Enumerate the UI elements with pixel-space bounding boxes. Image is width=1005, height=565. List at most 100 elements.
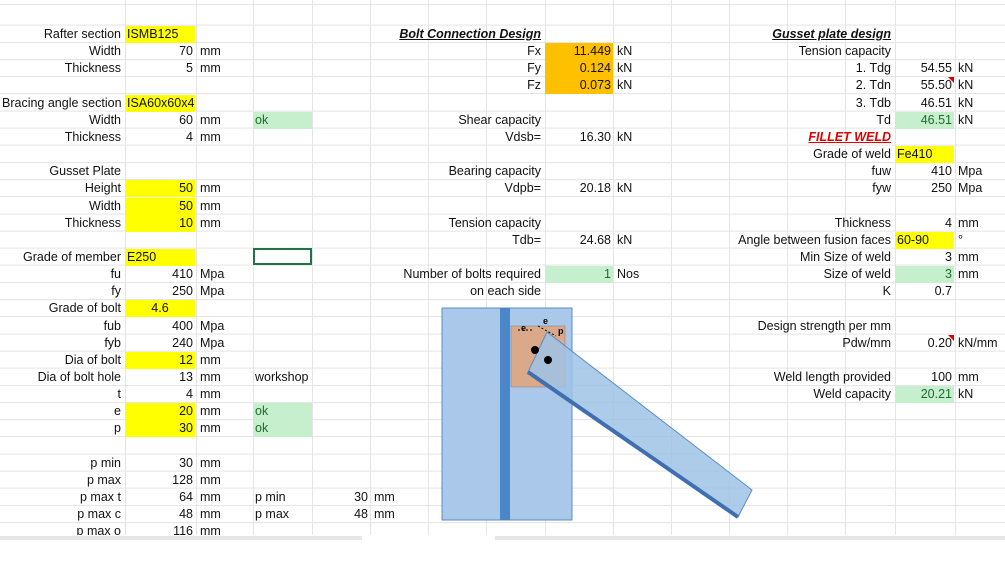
label: Rafter section	[43, 27, 121, 41]
label: Dia of bolt hole	[37, 370, 121, 384]
unit: mm	[200, 404, 221, 419]
unit: kN	[958, 61, 974, 76]
value: 60-90	[895, 231, 954, 249]
angle-leg	[526, 370, 740, 519]
unit: mm	[200, 524, 221, 535]
label: fub	[103, 318, 121, 333]
scrollbar[interactable]	[495, 536, 1005, 540]
value: 100	[931, 370, 952, 384]
label: K	[882, 284, 891, 299]
unit: kN/mm	[958, 335, 998, 350]
value: 30	[125, 420, 195, 438]
column-line	[955, 0, 956, 535]
unit: mm	[200, 198, 221, 213]
value: 4	[186, 129, 193, 144]
value: 11.449	[545, 43, 613, 61]
value: 0.073	[545, 77, 613, 95]
value: 128	[172, 472, 193, 487]
label: Grade of weld	[813, 147, 891, 162]
value: 30	[179, 455, 193, 470]
selected-cell[interactable]	[253, 248, 312, 265]
note: ok	[253, 111, 312, 129]
unit: kN	[958, 78, 974, 93]
cell-grid: Rafter section ISMB125 Width 70 mm Thickness 5…	[0, 0, 1005, 535]
value: 24.68	[579, 232, 611, 247]
value: 55.50	[895, 77, 954, 94]
unit: mm	[200, 61, 221, 76]
note: p max	[255, 507, 290, 522]
column-line	[253, 0, 254, 535]
column-line	[787, 0, 788, 535]
value: 30	[354, 490, 368, 505]
unit: mm	[200, 352, 221, 367]
unit: mm	[200, 421, 221, 436]
dim-label: p	[558, 326, 564, 336]
value: 4	[945, 215, 952, 230]
label: fyw	[872, 181, 891, 196]
note: ok	[253, 403, 312, 421]
unit: mm	[200, 370, 221, 384]
unit: Mpa	[958, 181, 983, 196]
label: Fy	[527, 61, 541, 76]
label: Thickness	[64, 129, 121, 144]
value: 60	[179, 112, 193, 127]
label: Tension capacity	[798, 44, 891, 59]
value: ISMB125	[125, 26, 195, 43]
label: Gusset plate design	[772, 27, 891, 41]
label: Vdpb=	[504, 181, 542, 196]
value: ISA60x60x4	[125, 94, 195, 112]
unit: kN	[958, 387, 974, 402]
label: Design strength per mm	[757, 318, 891, 333]
value: 48	[179, 507, 193, 522]
value: 240	[172, 335, 193, 350]
label: Thickness	[834, 215, 891, 230]
label: on each side	[470, 284, 541, 299]
value: 46.51	[920, 95, 952, 110]
scrollbar[interactable]	[0, 536, 362, 540]
label: FILLET WELD	[808, 129, 891, 144]
unit: Mpa	[200, 267, 225, 282]
unit: kN	[617, 78, 633, 93]
unit: mm	[200, 507, 221, 522]
label: Size of weld	[823, 267, 891, 282]
value: 400	[172, 318, 193, 333]
unit: Mpa	[200, 318, 225, 333]
value: 50	[125, 180, 195, 198]
unit: mm	[958, 215, 979, 230]
unit: kN	[617, 129, 633, 144]
label: 3. Tdb	[855, 95, 891, 110]
note: p min	[255, 490, 286, 505]
bolt	[544, 356, 552, 364]
column-line	[671, 0, 672, 535]
value: 116	[173, 524, 193, 535]
label: Td	[876, 112, 891, 127]
unit: mm	[958, 370, 979, 384]
value: 12	[125, 351, 195, 369]
unit: mm	[958, 267, 979, 282]
column-line	[729, 0, 730, 535]
label: Dia of bolt	[64, 352, 121, 367]
unit: mm	[200, 472, 221, 487]
label: Vdsb=	[505, 129, 541, 144]
unit: mm	[200, 455, 221, 470]
unit: Mpa	[200, 335, 225, 350]
value: 54.55	[920, 61, 952, 76]
label: Tension capacity	[448, 215, 541, 230]
label: 2. Tdn	[855, 78, 891, 93]
label: Width	[89, 44, 121, 59]
unit: mm	[200, 129, 221, 144]
unit: kN	[617, 232, 633, 247]
label: p max	[86, 472, 121, 487]
unit: mm	[200, 387, 221, 402]
value: 13	[179, 370, 193, 384]
unit: mm	[958, 249, 979, 264]
label: Angle between fusion faces	[738, 232, 891, 247]
label: Fx	[527, 44, 541, 59]
value: 50	[125, 197, 195, 215]
label: t	[117, 387, 121, 402]
label: Fz	[527, 78, 541, 93]
label: Pdw/mm	[842, 335, 891, 350]
label: Bracing angle section	[2, 95, 122, 110]
column-web	[500, 308, 510, 520]
value: 410	[172, 267, 193, 282]
